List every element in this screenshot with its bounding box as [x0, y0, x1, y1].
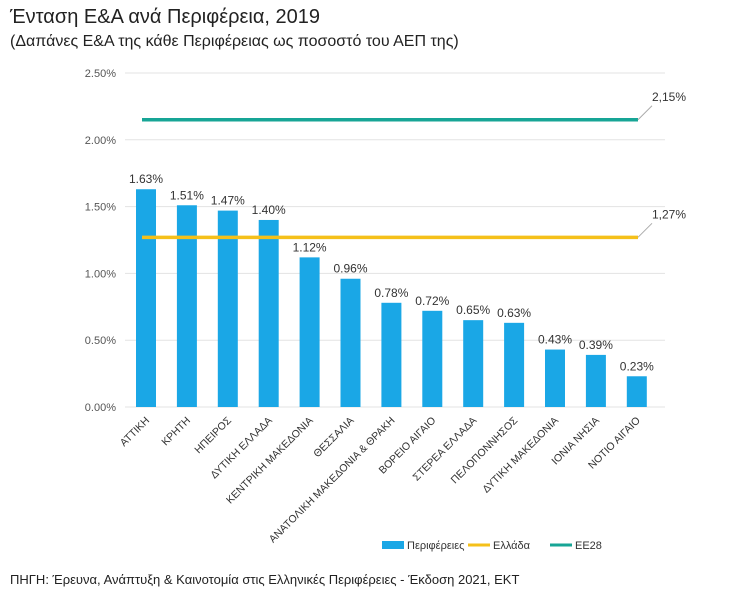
- y-tick-label: 0.50%: [85, 335, 116, 347]
- bar: [626, 376, 647, 407]
- legend-label: Ελλάδα: [493, 540, 531, 552]
- data-label: 0.63%: [497, 306, 531, 320]
- legend-label: Περιφέρειες: [407, 540, 464, 552]
- y-tick-label: 1.00%: [85, 268, 116, 280]
- bar: [422, 310, 443, 407]
- x-tick-label: ΔΥΤΙΚΗ ΜΑΚΕΔΟΝΙΑ: [480, 415, 561, 496]
- legend-swatch: [382, 541, 404, 549]
- chart-title: Ένταση Ε&Α ανά Περιφέρεια, 2019: [10, 6, 321, 28]
- bar: [340, 278, 361, 407]
- legend-label: ΕΕ28: [575, 540, 602, 552]
- x-tick-label: ΚΡΗΤΗ: [159, 415, 193, 449]
- x-tick-label: ΑΤΤΙΚΗ: [118, 415, 152, 449]
- data-label: 0.96%: [333, 262, 367, 276]
- data-label: 1.12%: [293, 240, 327, 254]
- bar: [258, 219, 279, 407]
- data-label: 1.51%: [170, 188, 204, 202]
- data-label: 0.72%: [415, 294, 449, 308]
- y-tick-label: 0.00%: [85, 402, 116, 414]
- bar: [136, 189, 156, 407]
- data-label: 1.40%: [252, 203, 286, 217]
- chart-subtitle: (Δαπάνες Ε&Α της κάθε Περιφέρειας ως ποσ…: [10, 33, 459, 50]
- data-label: 0.78%: [374, 286, 408, 300]
- data-label: 0.43%: [538, 333, 572, 347]
- y-tick-label: 1.50%: [85, 202, 116, 214]
- leader-line: [637, 222, 653, 238]
- data-label: 0.23%: [620, 359, 654, 373]
- bar: [585, 354, 606, 407]
- leader-line: [637, 105, 653, 121]
- x-tick-label: ΗΠΕΙΡΟΣ: [192, 414, 234, 456]
- bar: [381, 302, 402, 407]
- reference-label: 1,27%: [652, 207, 686, 221]
- y-tick-label: 2.50%: [85, 68, 116, 80]
- bar: [299, 257, 320, 407]
- bar: [463, 320, 484, 407]
- bar: [504, 322, 525, 407]
- data-label: 0.65%: [456, 303, 490, 317]
- data-label: 1.47%: [211, 194, 245, 208]
- bar: [217, 210, 238, 407]
- bar: [176, 205, 197, 407]
- bar: [545, 349, 565, 407]
- y-tick-label: 2.00%: [85, 135, 116, 147]
- x-tick-label: ΚΕΝΤΡΙΚΗ ΜΑΚΕΔΟΝΙΑ: [224, 415, 316, 507]
- data-label: 1.63%: [129, 172, 163, 186]
- source-note: ΠΗΓΗ: Έρευνα, Ανάπτυξη & Καινοτομία στις…: [10, 572, 520, 587]
- data-label: 0.39%: [579, 338, 613, 352]
- reference-label: 2,15%: [652, 90, 686, 104]
